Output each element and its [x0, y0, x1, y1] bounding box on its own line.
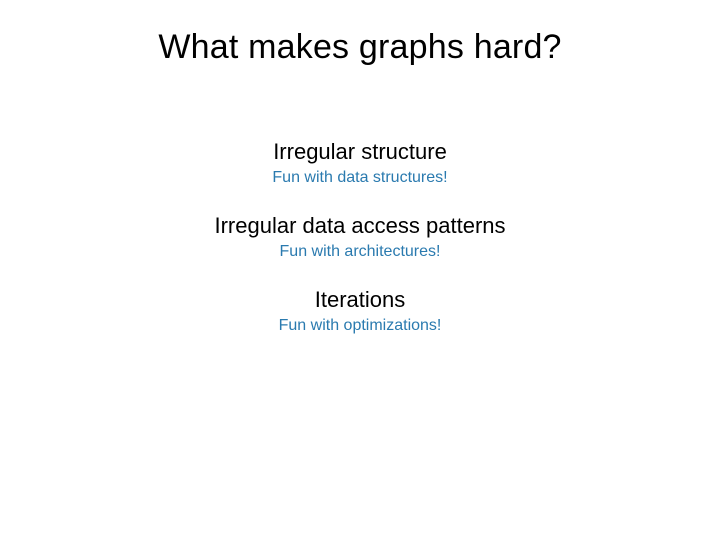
point-2-sub: Fun with architectures! [0, 243, 720, 261]
point-2: Irregular data access patterns Fun with … [0, 213, 720, 261]
point-1: Irregular structure Fun with data struct… [0, 139, 720, 187]
point-3-heading: Iterations [0, 287, 720, 313]
point-1-heading: Irregular structure [0, 139, 720, 165]
point-1-sub: Fun with data structures! [0, 169, 720, 187]
point-2-heading: Irregular data access patterns [0, 213, 720, 239]
point-3: Iterations Fun with optimizations! [0, 287, 720, 335]
slide-title: What makes graphs hard? [0, 28, 720, 67]
slide: What makes graphs hard? Irregular struct… [0, 0, 720, 540]
point-3-sub: Fun with optimizations! [0, 317, 720, 335]
